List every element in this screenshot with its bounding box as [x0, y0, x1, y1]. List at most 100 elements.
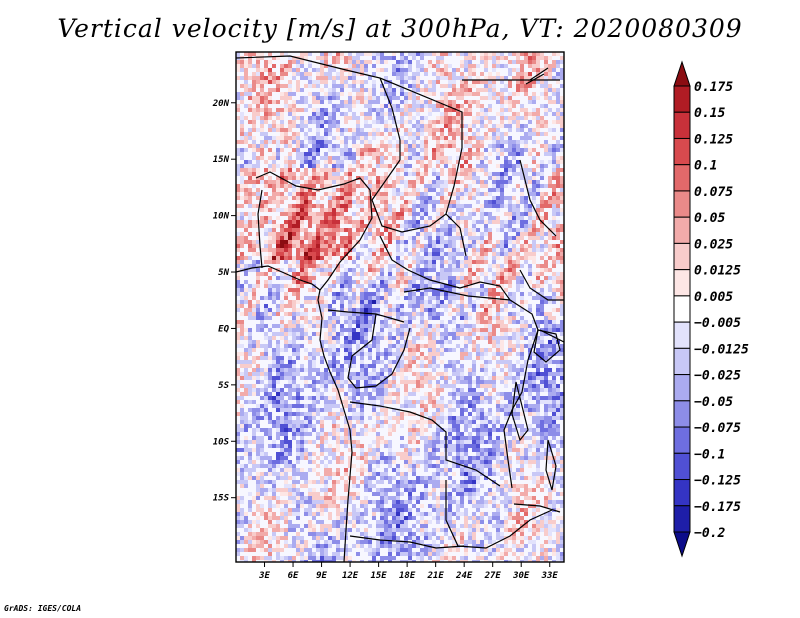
field-cell: [240, 120, 244, 124]
field-cell: [408, 292, 412, 296]
field-cell: [560, 320, 564, 324]
field-cell: [432, 84, 436, 88]
field-cell: [456, 368, 460, 372]
field-cell: [336, 320, 340, 324]
field-cell: [280, 272, 284, 276]
field-cell: [412, 388, 416, 392]
field-cell: [312, 92, 316, 96]
field-cell: [436, 364, 440, 368]
field-cell: [316, 304, 320, 308]
field-cell: [440, 180, 444, 184]
field-cell: [548, 176, 552, 180]
field-cell: [268, 276, 272, 280]
field-cell: [556, 324, 560, 328]
field-cell: [444, 364, 448, 368]
field-cell: [440, 312, 444, 316]
field-cell: [356, 380, 360, 384]
field-cell: [496, 340, 500, 344]
field-cell: [524, 88, 528, 92]
field-cell: [344, 76, 348, 80]
field-cell: [368, 160, 372, 164]
field-cell: [252, 376, 256, 380]
field-cell: [340, 208, 344, 212]
field-cell: [332, 84, 336, 88]
field-cell: [296, 332, 300, 336]
field-cell: [488, 144, 492, 148]
field-cell: [380, 116, 384, 120]
field-cell: [352, 192, 356, 196]
field-cell: [420, 280, 424, 284]
field-cell: [388, 396, 392, 400]
field-cell: [360, 356, 364, 360]
field-cell: [424, 148, 428, 152]
field-cell: [368, 380, 372, 384]
field-cell: [368, 88, 372, 92]
field-cell: [432, 324, 436, 328]
field-cell: [516, 112, 520, 116]
field-cell: [508, 392, 512, 396]
field-cell: [496, 276, 500, 280]
field-cell: [536, 124, 540, 128]
field-cell: [268, 124, 272, 128]
field-cell: [308, 80, 312, 84]
field-cell: [344, 60, 348, 64]
field-cell: [248, 76, 252, 80]
field-cell: [360, 128, 364, 132]
field-cell: [236, 352, 240, 356]
field-cell: [304, 232, 308, 236]
field-cell: [540, 328, 544, 332]
field-cell: [376, 196, 380, 200]
field-cell: [516, 204, 520, 208]
field-cell: [524, 76, 528, 80]
field-cell: [372, 320, 376, 324]
field-cell: [300, 336, 304, 340]
field-cell: [360, 320, 364, 324]
field-cell: [404, 192, 408, 196]
field-cell: [416, 312, 420, 316]
field-cell: [356, 324, 360, 328]
field-cell: [496, 128, 500, 132]
field-cell: [504, 164, 508, 168]
field-cell: [524, 144, 528, 148]
field-cell: [292, 352, 296, 356]
field-cell: [528, 392, 532, 396]
field-cell: [476, 120, 480, 124]
field-cell: [248, 96, 252, 100]
field-cell: [420, 172, 424, 176]
field-cell: [324, 304, 328, 308]
field-cell: [520, 148, 524, 152]
field-cell: [268, 232, 272, 236]
field-cell: [364, 64, 368, 68]
field-cell: [272, 164, 276, 168]
field-cell: [264, 100, 268, 104]
field-cell: [332, 384, 336, 388]
field-cell: [476, 304, 480, 308]
field-cell: [424, 248, 428, 252]
field-cell: [292, 76, 296, 80]
field-cell: [236, 308, 240, 312]
field-cell: [300, 240, 304, 244]
field-cell: [484, 200, 488, 204]
field-cell: [468, 244, 472, 248]
field-cell: [272, 192, 276, 196]
field-cell: [312, 232, 316, 236]
field-cell: [524, 124, 528, 128]
field-cell: [340, 192, 344, 196]
field-cell: [308, 52, 312, 56]
field-cell: [420, 316, 424, 320]
field-cell: [492, 356, 496, 360]
field-cell: [344, 156, 348, 160]
field-cell: [364, 152, 368, 156]
field-cell: [540, 320, 544, 324]
field-cell: [560, 280, 564, 284]
field-cell: [336, 212, 340, 216]
field-cell: [348, 380, 352, 384]
field-cell: [352, 144, 356, 148]
field-cell: [452, 140, 456, 144]
field-cell: [560, 256, 564, 260]
field-cell: [296, 356, 300, 360]
field-cell: [328, 116, 332, 120]
field-cell: [512, 316, 516, 320]
field-cell: [540, 184, 544, 188]
field-cell: [492, 324, 496, 328]
